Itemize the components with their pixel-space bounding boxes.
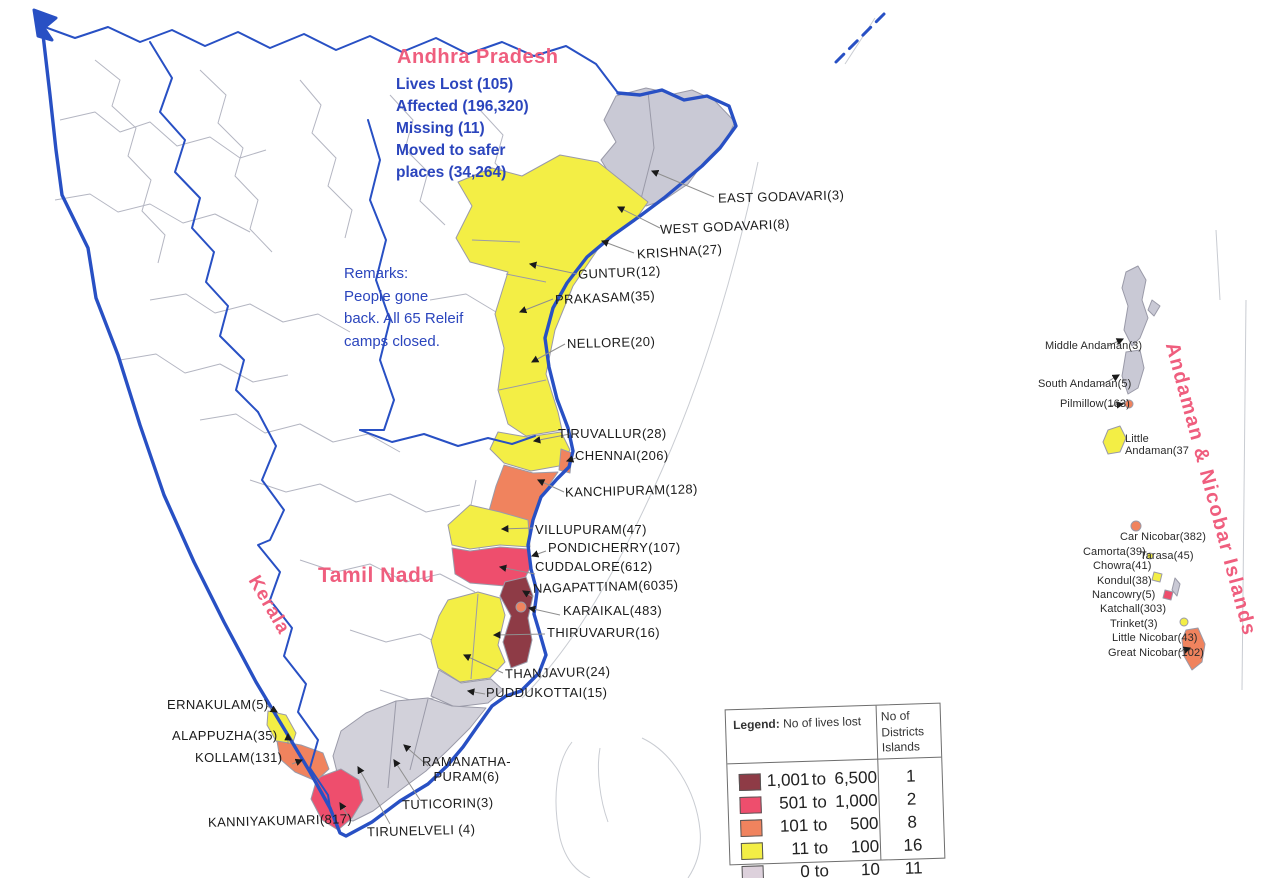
stat-missing: Missing (11) bbox=[396, 120, 485, 137]
legend-header: Legend: No of lives lost No of Districts… bbox=[725, 703, 942, 765]
andhra-pradesh-title: Andhra Pradesh bbox=[397, 46, 559, 68]
coastline-and-state-borders bbox=[32, 8, 886, 838]
district-label-pondicherry: PONDICHERRY(107) bbox=[548, 540, 681, 555]
district-label-villupuram: VILLUPURAM(47) bbox=[535, 522, 647, 537]
island-label-little-nicobar: Little Nicobar(43) bbox=[1112, 632, 1198, 644]
district-label-tiruvallur: TIRUVALLUR(28) bbox=[558, 426, 667, 441]
legend-swatch-red bbox=[739, 796, 762, 814]
district-label-nellore: NELLORE(20) bbox=[566, 333, 656, 352]
legend-swatch-lavender bbox=[741, 865, 765, 878]
district-label-tirunelveli: TIRUNELVELI (4) bbox=[366, 821, 476, 840]
stat-moved-line2: places (34,264) bbox=[396, 164, 507, 181]
label-leader-lines bbox=[266, 170, 1192, 825]
island-label-nancowry: Nancowry(5) bbox=[1092, 589, 1156, 601]
stat-moved-line1: Moved to safer bbox=[396, 142, 506, 159]
legend-count: 11 bbox=[904, 858, 923, 878]
island-label-chowra: Chowra(41) bbox=[1093, 560, 1152, 572]
legend-swatch-orange bbox=[740, 819, 763, 837]
island-label-middle-andaman: Middle Andaman(3) bbox=[1045, 340, 1143, 352]
tamil-nadu-title: Tamil Nadu bbox=[318, 564, 435, 587]
district-label-alappuzha: ALAPPUZHA(35) bbox=[172, 728, 278, 743]
island-label-tarasa: Tarasa(45) bbox=[1140, 550, 1194, 562]
legend-count: 16 bbox=[903, 835, 923, 856]
island-label-kondul: Kondul(38) bbox=[1097, 575, 1152, 587]
district-label-thiruvarur: THIRUVARUR(16) bbox=[547, 625, 660, 640]
andhra-pradesh-stats: Lives Lost (105) Affected (196,320) Miss… bbox=[396, 74, 529, 184]
legend-rows: 1,001 to 6,500 1 501 to 1,000 2 101 to 500 8 1… bbox=[727, 757, 945, 878]
island-label-little-andaman: Little Andaman(37 bbox=[1125, 433, 1189, 458]
district-label-chennai: CHENNAI(206) bbox=[575, 448, 669, 463]
faint-artifacts bbox=[521, 17, 1247, 878]
stat-lives-lost: Lives Lost (105) bbox=[396, 76, 514, 93]
district-label-kollam: KOLLAM(131) bbox=[195, 750, 283, 765]
legend-count: 8 bbox=[907, 812, 918, 833]
district-label-cuddalore: CUDDALORE(612) bbox=[535, 559, 653, 574]
island-label-pilmillow: Pilmillow(163) bbox=[1060, 398, 1130, 410]
legend-swatch-yellow bbox=[740, 842, 764, 860]
district-label-thanjavur: THANJAVUR(24) bbox=[504, 663, 611, 682]
district-label-karaikal: KARAIKAL(483) bbox=[563, 603, 663, 618]
remarks-note: Remarks: People gone back. All 65 Releif… bbox=[344, 265, 464, 350]
legend-count: 2 bbox=[906, 789, 917, 810]
district-label-ernakulam: ERNAKULAM(5) bbox=[167, 697, 269, 712]
island-label-south-andaman: South Andaman(5) bbox=[1038, 378, 1132, 390]
stat-affected: Affected (196,320) bbox=[396, 98, 529, 115]
district-label-ramanathapuram: RAMANATHA- PURAM(6) bbox=[422, 754, 511, 784]
legend-swatch-maroon bbox=[738, 773, 762, 791]
legend-title: Legend: No of lives lost bbox=[732, 714, 862, 733]
legend-count-column-header: No of Districts Islands bbox=[880, 708, 925, 755]
island-label-katchall: Katchall(303) bbox=[1100, 603, 1167, 615]
district-label-puddukottai: PUDDUKOTTAI(15) bbox=[486, 685, 608, 700]
island-label-car-nicobar: Car Nicobar(382) bbox=[1120, 531, 1206, 543]
legend: Legend: No of lives lost No of Districts… bbox=[724, 702, 946, 878]
island-label-great-nicobar: Great Nicobar(102) bbox=[1108, 647, 1204, 659]
island-label-camorta: Camorta(39) bbox=[1083, 546, 1146, 558]
district-label-tuticorin: TUTICORIN(3) bbox=[401, 794, 494, 813]
legend-count: 1 bbox=[905, 766, 916, 787]
island-label-trinket: Trinket(3) bbox=[1110, 618, 1158, 630]
